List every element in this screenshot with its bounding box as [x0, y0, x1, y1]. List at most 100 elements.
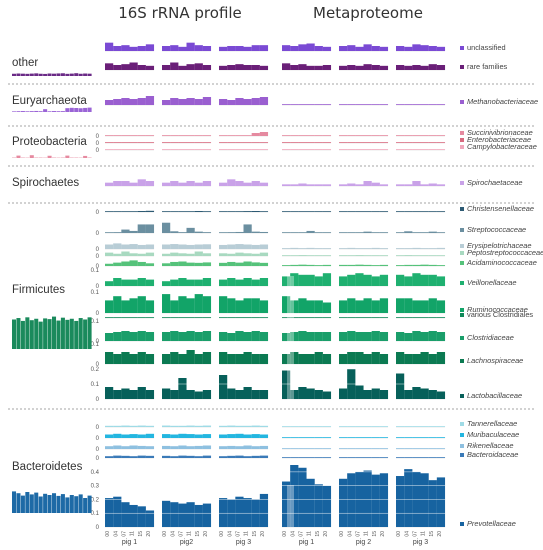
- bar: [282, 184, 291, 186]
- bar: [235, 149, 244, 150]
- bar: [298, 183, 307, 186]
- bar: [420, 300, 429, 313]
- bar: [396, 248, 405, 249]
- bar: [339, 248, 348, 249]
- bar: [379, 135, 389, 136]
- mini-bar: [38, 73, 43, 76]
- bar: [339, 264, 348, 267]
- bar: [282, 354, 291, 364]
- bar: [290, 426, 299, 427]
- bar: [251, 231, 260, 233]
- day-label: 20: [203, 531, 209, 537]
- bar: [162, 135, 171, 136]
- bar: [396, 265, 405, 266]
- bar: [306, 255, 315, 256]
- bar: [227, 261, 236, 266]
- bar: [137, 211, 146, 212]
- bar: [145, 279, 155, 286]
- bar: [347, 264, 356, 267]
- day-label: 07: [235, 531, 241, 537]
- bar: [363, 181, 372, 186]
- bar: [137, 244, 146, 249]
- bar: [282, 317, 291, 318]
- bar: [162, 445, 171, 449]
- bar: [282, 276, 291, 286]
- bar: [121, 388, 130, 399]
- bar: [314, 46, 323, 51]
- bar: [186, 142, 195, 143]
- day-label: 07: [298, 531, 304, 537]
- bar: [251, 434, 260, 438]
- bar: [105, 263, 114, 266]
- bar: [129, 434, 138, 438]
- bar: [420, 332, 429, 341]
- bar: [404, 354, 413, 364]
- bar: [436, 265, 446, 266]
- bar: [420, 457, 429, 458]
- bar: [145, 224, 155, 233]
- bar: [412, 317, 421, 318]
- bar: [347, 65, 356, 70]
- mini-bar: [34, 110, 39, 112]
- bar: [219, 332, 228, 341]
- bar: [259, 231, 269, 233]
- bar: [363, 470, 372, 527]
- legend-label: Ruminococcaceae: [467, 305, 528, 314]
- mini-bar: [74, 108, 79, 112]
- tick-label: 0: [96, 456, 100, 462]
- bar: [355, 273, 364, 286]
- bar: [363, 448, 372, 449]
- legend-swatch: [460, 281, 464, 285]
- bar: [129, 279, 138, 286]
- bar: [420, 184, 429, 186]
- day-label: 00: [105, 531, 111, 537]
- mini-bar: [60, 73, 65, 76]
- bar: [137, 149, 146, 150]
- bar: [243, 244, 252, 249]
- mini-bar: [43, 493, 48, 513]
- bar: [379, 274, 389, 286]
- bar: [235, 317, 244, 318]
- bar: [113, 278, 122, 286]
- bar: [145, 317, 155, 318]
- bar: [219, 232, 228, 233]
- mini-bar: [12, 73, 17, 76]
- phylum-label: Spirochaetes: [12, 177, 79, 189]
- bar: [105, 333, 114, 341]
- day-label: 20: [260, 531, 266, 537]
- bar: [347, 211, 356, 212]
- bar: [170, 149, 179, 150]
- bar: [379, 248, 389, 249]
- bar: [162, 317, 171, 318]
- bar: [219, 135, 228, 136]
- bar: [379, 232, 389, 233]
- bar: [235, 211, 244, 212]
- bar: [420, 448, 429, 449]
- bar: [113, 317, 122, 318]
- bar: [145, 142, 155, 143]
- bar: [178, 433, 187, 438]
- mini-bar: [20, 111, 25, 112]
- bar: [379, 142, 389, 143]
- day-label: 15: [372, 531, 378, 537]
- bar: [186, 135, 195, 136]
- legend-swatch: [460, 207, 464, 211]
- bar: [371, 135, 380, 136]
- bar: [355, 426, 364, 427]
- bar: [339, 255, 348, 256]
- bar: [227, 455, 236, 458]
- bar: [371, 317, 380, 318]
- bar: [396, 184, 405, 186]
- bar: [178, 253, 187, 256]
- bar: [290, 104, 299, 105]
- bar: [412, 426, 421, 427]
- bar: [227, 317, 236, 318]
- bar: [121, 98, 130, 105]
- bar: [396, 476, 405, 527]
- bar: [227, 445, 236, 449]
- bar: [235, 142, 244, 143]
- bar: [436, 211, 446, 212]
- bar: [298, 298, 307, 313]
- bar: [202, 445, 212, 449]
- bar: [322, 46, 332, 51]
